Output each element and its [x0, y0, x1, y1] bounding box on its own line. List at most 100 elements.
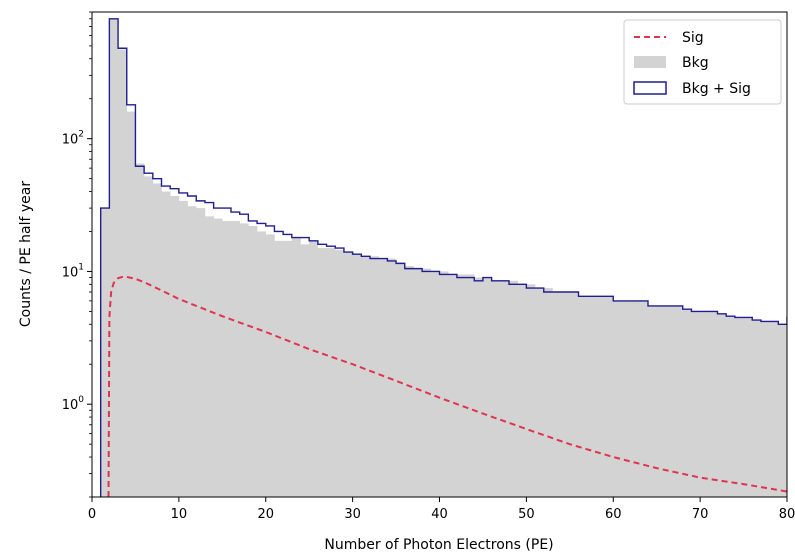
x-tick-label: 70 — [692, 507, 709, 522]
y-axis-label: Counts / PE half year — [18, 181, 34, 327]
bkg-bar — [682, 309, 692, 497]
bkg-bar — [648, 305, 657, 497]
bkg-bar — [239, 223, 249, 497]
bkg-bar — [552, 292, 562, 497]
x-tick-label: 10 — [171, 507, 188, 522]
bkg-bar — [587, 296, 597, 497]
bkg-bar — [500, 280, 510, 497]
bkg-bar — [726, 316, 736, 497]
bkg-bar — [187, 206, 197, 497]
bkg-bar — [769, 321, 779, 497]
bkg-bar — [309, 240, 319, 497]
bkg-bar — [404, 265, 414, 497]
bkg-bar — [300, 244, 310, 497]
bkg-bar — [100, 208, 110, 497]
bkg-bar — [396, 263, 406, 497]
bkg-bar — [482, 277, 492, 497]
legend-bkg-label: Bkg — [682, 55, 709, 71]
bkg-bar — [535, 288, 545, 497]
x-tick-label: 50 — [518, 507, 535, 522]
bkg-bar — [595, 296, 605, 497]
bkg-bar — [656, 305, 666, 497]
x-tick-label: 0 — [88, 507, 96, 522]
bkg-bar — [439, 271, 449, 497]
bkg-bar — [569, 292, 579, 497]
bkg-bar — [196, 208, 206, 497]
bkg-bar — [448, 274, 458, 497]
bkg-bar — [734, 317, 744, 497]
bkg-bar — [335, 250, 345, 497]
bkg-bar — [152, 183, 162, 497]
bkg-bar — [639, 300, 649, 497]
bkg-bar — [161, 191, 171, 497]
legend-box — [623, 19, 782, 105]
bkg-bar — [118, 49, 128, 497]
x-tick-label: 40 — [431, 507, 448, 522]
bkg-bar — [665, 305, 675, 497]
bkg-bar — [561, 292, 571, 497]
bkg-bar — [257, 231, 267, 497]
bkg-bar — [474, 277, 484, 497]
y-tick-label: 101 — [62, 262, 84, 280]
bkg-bar — [752, 320, 762, 497]
bkg-bar — [613, 300, 623, 497]
bkg-bar — [222, 220, 232, 497]
x-tick-label: 30 — [344, 507, 361, 522]
bkg-bar — [760, 321, 770, 497]
bkg-bar — [109, 18, 119, 497]
bkg-bar — [265, 234, 275, 497]
bkg-bar — [317, 248, 327, 497]
bkg-bar — [283, 240, 293, 497]
y-tick-label: 102 — [62, 130, 84, 148]
bkg-bar — [630, 300, 640, 497]
legend-bkgsig-swatch — [633, 81, 667, 95]
bkg-bar — [621, 300, 631, 497]
bkg-bar — [430, 271, 440, 497]
x-axis: 0 10 20 30 40 50 60 70 80 — [88, 497, 795, 522]
bkg-bar — [361, 256, 371, 497]
bkg-bar — [291, 237, 301, 497]
bkg-bar — [578, 296, 588, 497]
bkg-bar — [691, 311, 701, 497]
bkg-bar — [422, 268, 432, 497]
bkg-bar — [491, 280, 501, 497]
bkg-bar — [144, 176, 154, 497]
bkg-bar — [378, 258, 388, 497]
bkg-bar — [700, 311, 710, 497]
bkg-bar — [204, 216, 214, 497]
bkg-bar — [170, 196, 180, 497]
bkg-bar — [526, 284, 536, 497]
x-tick-label: 60 — [605, 507, 622, 522]
bkg-bar — [370, 256, 379, 497]
bkg-bar — [717, 313, 727, 497]
bkg-bar — [743, 317, 753, 497]
bkg-bar — [326, 248, 336, 497]
bkg-bar — [543, 288, 553, 497]
x-tick-label: 20 — [257, 507, 274, 522]
bkg-sig-step-line — [99, 18, 787, 497]
bkg-bar — [126, 111, 136, 497]
bkg-bar — [274, 240, 284, 497]
bkg-bar — [248, 225, 258, 497]
bkg-bar — [456, 274, 466, 497]
legend-bkgsig-label: Bkg + Sig — [682, 81, 751, 97]
bkg-bar — [787, 324, 795, 497]
bkg-bar — [778, 324, 787, 497]
bkg-bar — [509, 280, 518, 497]
legend: Sig Bkg Bkg + Sig — [623, 19, 782, 105]
x-axis-label: Number of Photon Electrons (PE) — [324, 537, 553, 553]
sig-curve — [107, 275, 787, 497]
y-axis: 100 101 102 — [62, 11, 92, 498]
bkg-bar — [604, 296, 614, 497]
bkg-bar — [231, 220, 240, 497]
bkg-bar — [213, 218, 223, 497]
bkg-bar — [352, 254, 362, 497]
y-tick-label: 100 — [62, 395, 85, 413]
bkg-bar — [343, 252, 353, 497]
legend-bkg-swatch — [634, 56, 666, 68]
bkg-bar — [708, 311, 718, 497]
bkg-bar — [517, 284, 527, 497]
plot-area — [99, 18, 795, 497]
bkg-bar — [674, 305, 684, 497]
